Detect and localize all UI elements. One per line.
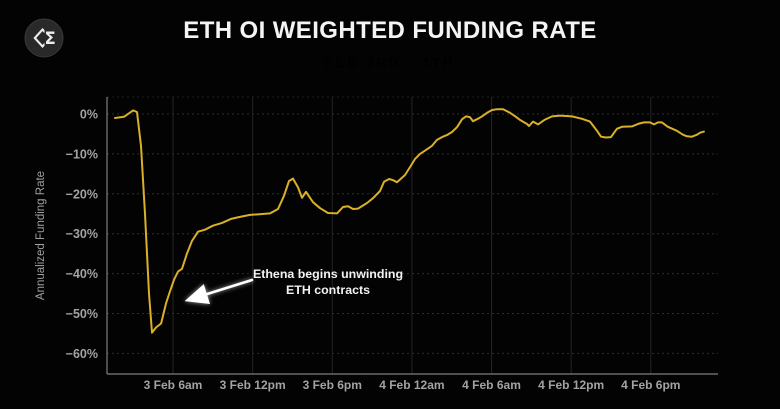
x-tick-label: 4 Feb 6pm [621,378,680,392]
y-tick-label: 0% [80,108,98,122]
y-tick-label: −30% [66,227,98,241]
y-axis-title: Annualized Funding Rate [35,171,47,300]
y-tick-label: −20% [66,187,98,201]
y-tick-label: −50% [66,307,98,321]
series-layer [114,108,705,334]
page-subtitle: FEB 3RD - 4TH [324,55,456,70]
annotation-arrow [184,278,254,305]
brand-logo: Σ [24,18,64,58]
y-tick-label: −10% [66,147,98,161]
page-title: ETH OI WEIGHTED FUNDING RATE [183,17,597,44]
x-tick-label: 4 Feb 12pm [538,378,604,392]
annotation-arrow-layer [184,278,254,305]
sigma-glyph: Σ [45,29,56,48]
x-tick-label: 4 Feb 12am [379,378,444,392]
y-tick-label: −60% [66,347,98,361]
axis-layer: 0% −10% −20% −30% −40% −50% −60% 3 Feb 6am 3 Feb… [35,97,718,392]
x-tick-label: 3 Feb 6am [144,378,203,392]
grid-layer [107,96,718,374]
x-tick-label: 4 Feb 6am [462,378,521,392]
funding-rate-line [114,108,705,334]
annotation-text: Ethena begins unwinding ETH contracts [252,267,404,298]
sigma-diamond-icon: Σ [24,18,64,58]
y-tick-label: −40% [66,267,98,281]
x-tick-label: 3 Feb 6pm [303,378,362,392]
x-tick-label: 3 Feb 12pm [220,378,286,392]
